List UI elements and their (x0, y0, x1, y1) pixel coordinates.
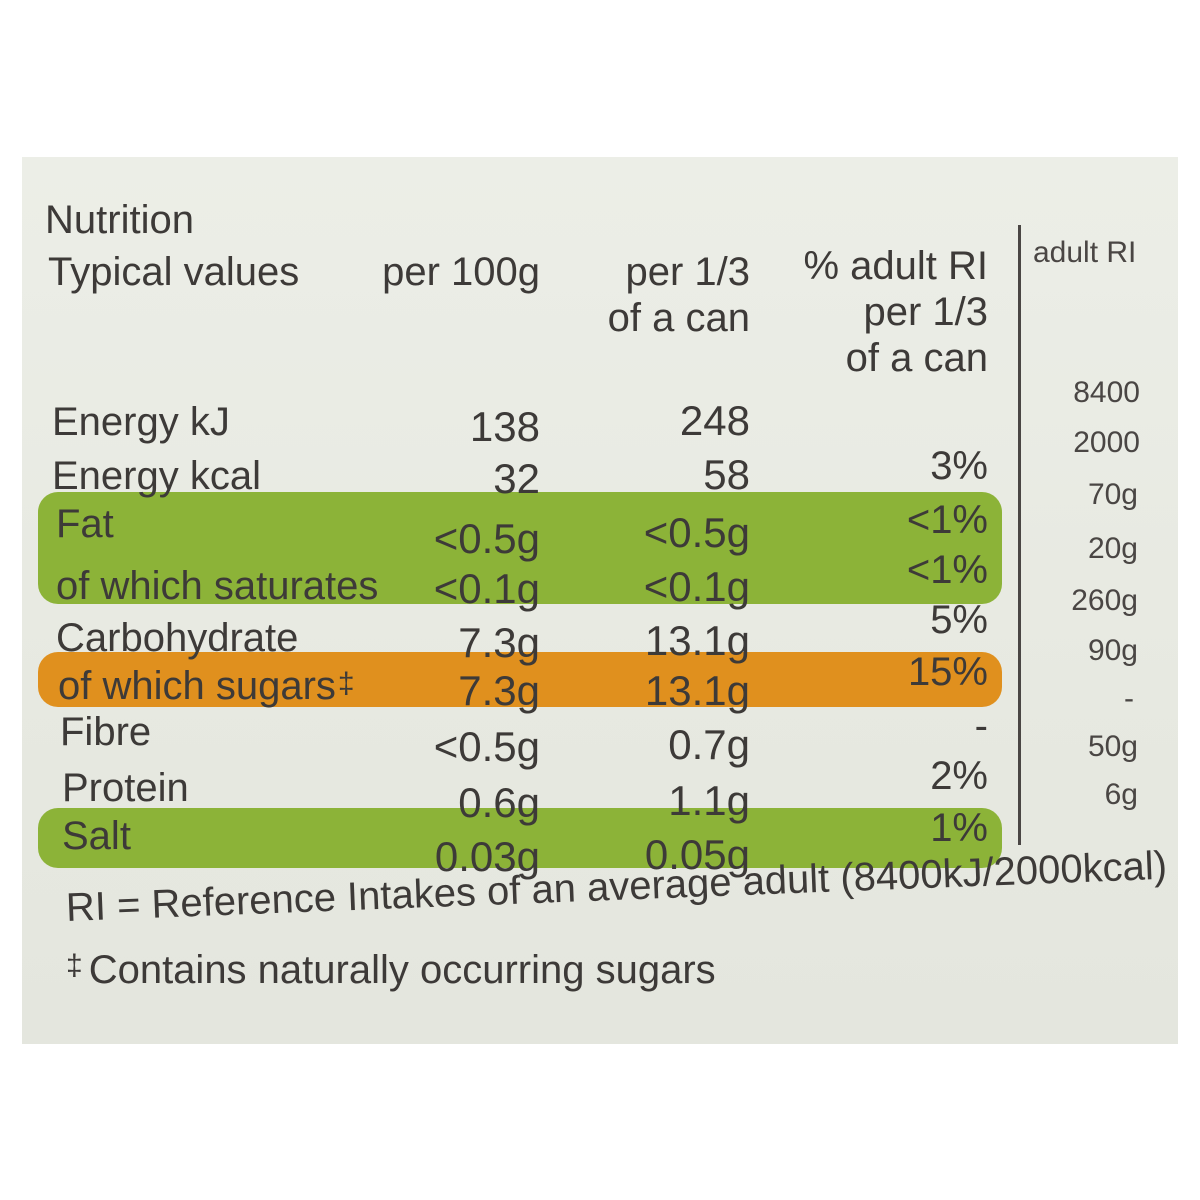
row-name-fat: Fat (56, 502, 114, 546)
pct-ri-heading-line3: of a can (845, 336, 988, 380)
carbohydrate-per-100g: 7.3g (458, 619, 540, 666)
row-name-fibre: Fibre (60, 710, 152, 754)
per-100g-heading: per 100g (382, 250, 540, 294)
energy-kcal-pct-ri: 3% (930, 444, 988, 488)
sugars-pct-ri: 15% (907, 650, 988, 694)
row-name-energy-kj: Energy kJ (52, 400, 230, 444)
sugars-symbol: ‡ (337, 667, 355, 700)
energy-kj-per-100g: 138 (469, 403, 540, 450)
typical-values-heading: Typical values (48, 250, 300, 294)
salt-pct-ri: 1% (930, 806, 988, 850)
pct-ri-heading-line1: % adult RI (803, 244, 988, 288)
row-name-carbohydrate: Carbohydrate (56, 616, 299, 660)
sugars-footnote: ‡ Contains naturally occurring sugars (66, 948, 716, 992)
per-third-heading-line1: per 1/3 (625, 250, 750, 294)
row-name-sugars: of which sugars‡ (58, 664, 355, 708)
column-divider (1018, 225, 1021, 845)
per-third-heading-line2: of a can (607, 296, 750, 340)
row-name-protein: Protein (62, 766, 189, 810)
row-name-saturates: of which saturates (56, 564, 379, 608)
saturates-pct-ri: <1% (906, 548, 988, 592)
fibre-pct-ri: - (974, 704, 988, 748)
saturates-per-third: <0.1g (643, 563, 750, 610)
row-name-energy-kcal: Energy kcal (52, 454, 261, 498)
fat-per-third: <0.5g (643, 509, 750, 556)
carbohydrate-per-third: 13.1g (644, 617, 750, 664)
carbohydrate-adult-ri: 260g (1071, 584, 1138, 617)
saturates-adult-ri: 20g (1087, 532, 1138, 565)
protein-adult-ri: 50g (1087, 730, 1138, 763)
salt-highlight-band (38, 808, 1002, 868)
fat-adult-ri: 70g (1087, 478, 1138, 511)
protein-per-100g: 0.6g (458, 779, 540, 826)
adult-ri-heading: adult RI (1033, 236, 1137, 269)
nutrition-title: Nutrition (45, 198, 194, 242)
salt-adult-ri: 6g (1104, 778, 1138, 811)
sugars-adult-ri: 90g (1087, 634, 1138, 667)
energy-kj-adult-ri: 8400 (1073, 376, 1140, 409)
energy-kcal-adult-ri: 2000 (1073, 426, 1140, 459)
protein-pct-ri: 2% (930, 754, 988, 798)
fibre-per-100g: <0.5g (433, 723, 540, 770)
fibre-per-third: 0.7g (668, 721, 750, 768)
sugars-per-third: 13.1g (644, 667, 750, 714)
sugars-per-100g: 7.3g (458, 667, 540, 714)
pct-ri-heading-line2: per 1/3 (863, 290, 988, 334)
fat-highlight-band (38, 492, 1002, 604)
sugars-highlight-band (38, 652, 1002, 707)
protein-per-third: 1.1g (668, 777, 750, 824)
salt-per-100g: 0.03g (434, 833, 540, 880)
energy-kcal-per-third: 58 (703, 451, 750, 498)
fat-per-100g: <0.5g (433, 515, 540, 562)
sugars-footnote-symbol: ‡ (66, 949, 83, 982)
carbohydrate-pct-ri: 5% (930, 598, 988, 642)
saturates-per-100g: <0.1g (433, 565, 540, 612)
row-name-salt: Salt (62, 814, 131, 858)
salt-per-third: 0.05g (644, 831, 750, 878)
energy-kj-per-third: 248 (679, 397, 750, 444)
energy-kcal-per-100g: 32 (493, 455, 540, 502)
fat-pct-ri: <1% (906, 498, 988, 542)
fibre-adult-ri: - (1124, 682, 1134, 715)
